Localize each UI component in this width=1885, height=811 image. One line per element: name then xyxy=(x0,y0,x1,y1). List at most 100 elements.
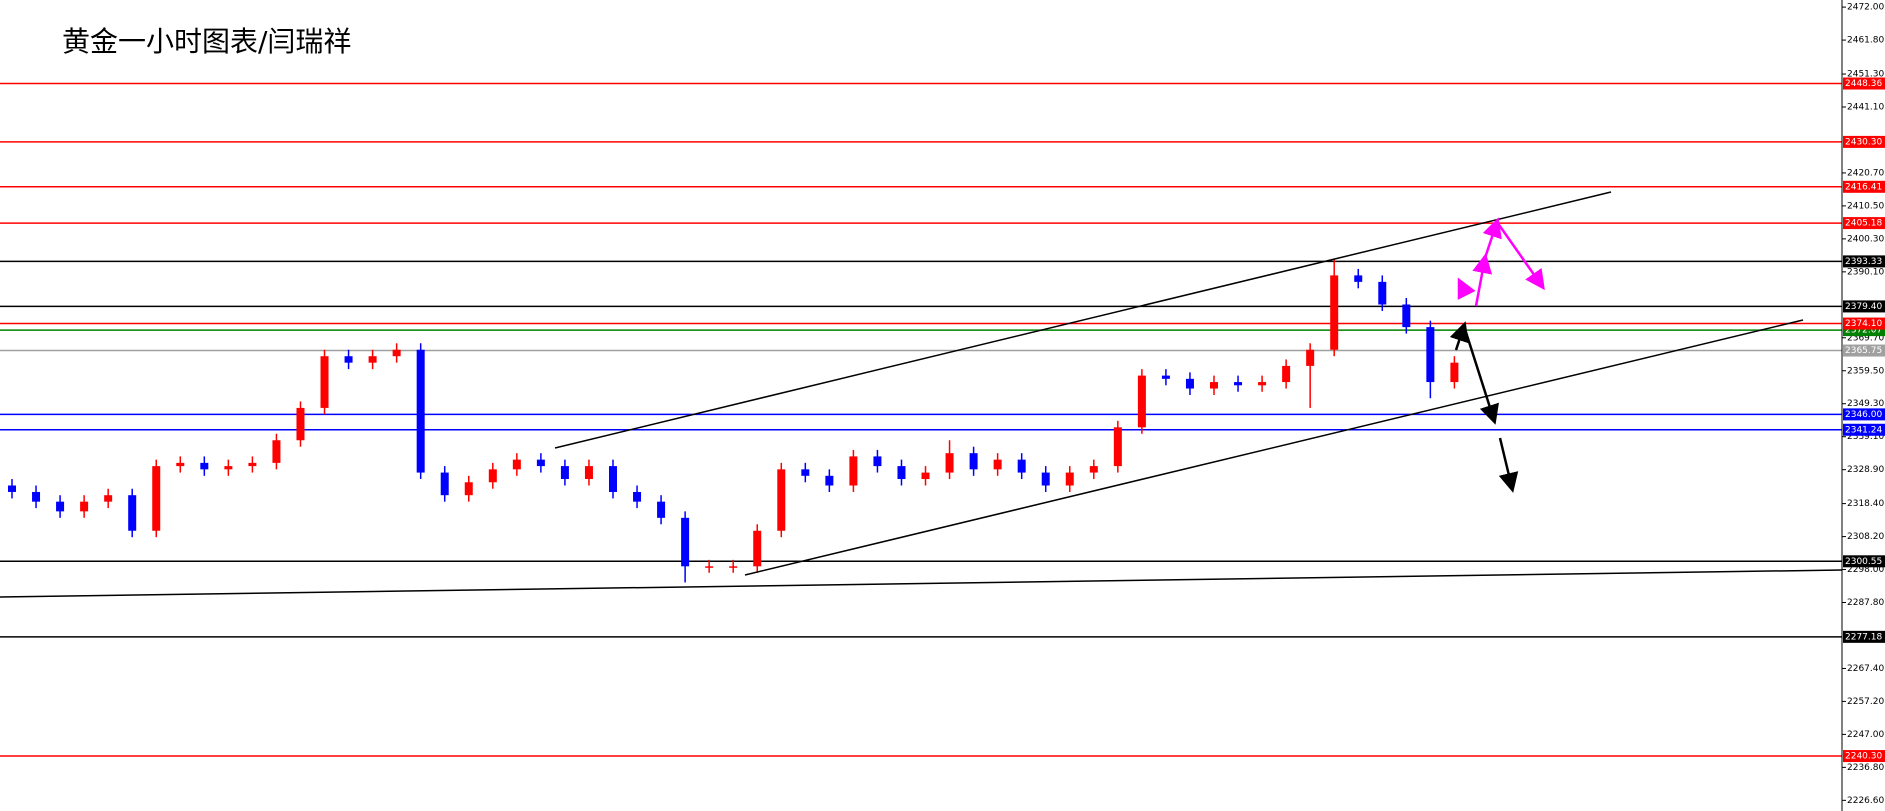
level-label-bg xyxy=(1843,630,1885,643)
candle-body xyxy=(272,440,281,463)
candle-body xyxy=(536,459,545,467)
candle-body xyxy=(368,356,377,363)
candle-body xyxy=(560,466,569,480)
plot xyxy=(0,82,1842,757)
y-tick-label: 2349.30 xyxy=(1847,399,1884,409)
candle-body xyxy=(152,466,161,531)
y-tick-label: 2369.70 xyxy=(1847,333,1884,343)
level-label: 2365.75 xyxy=(1845,346,1882,356)
candle-body xyxy=(1041,472,1050,486)
y-tick-label: 2410.50 xyxy=(1847,201,1884,211)
y-tick-label: 2441.10 xyxy=(1847,102,1884,112)
level-label: 2448.36 xyxy=(1845,79,1882,89)
candle-body xyxy=(344,356,353,363)
level-label: 2300.55 xyxy=(1845,557,1882,567)
candle-body xyxy=(825,475,834,486)
candle-body xyxy=(584,466,593,480)
candle-body xyxy=(801,469,810,476)
candle-body xyxy=(416,349,425,473)
level-label-bg xyxy=(1843,750,1885,763)
candle-body xyxy=(1065,472,1074,486)
candle-body xyxy=(633,491,642,502)
y-tick-label: 2287.80 xyxy=(1847,598,1884,608)
arrow-up xyxy=(1449,321,1469,351)
level-label-bg xyxy=(1843,423,1885,436)
candle-body xyxy=(296,407,305,441)
y-tick-label: 2451.30 xyxy=(1847,70,1884,80)
candle-body xyxy=(993,459,1002,470)
arrow-down xyxy=(1498,437,1519,493)
candle-body xyxy=(1306,349,1315,366)
candle-body xyxy=(945,453,954,473)
candle-body xyxy=(657,501,666,518)
candle-body xyxy=(224,466,233,470)
level-label: 2416.41 xyxy=(1845,182,1882,192)
candle-body xyxy=(392,349,401,357)
support-line xyxy=(0,569,1843,598)
candle-body xyxy=(248,462,257,467)
y-tick-label: 2390.10 xyxy=(1847,267,1884,277)
candle-body xyxy=(609,466,617,492)
candle-body xyxy=(873,456,882,467)
candle-body xyxy=(777,469,786,531)
level-label: 2240.30 xyxy=(1845,752,1882,762)
level-label: 2405.18 xyxy=(1845,219,1882,229)
y-tick-label: 2298.00 xyxy=(1847,565,1884,575)
y-tick-label: 2236.80 xyxy=(1847,763,1884,773)
y-tick-label: 2328.90 xyxy=(1847,465,1884,475)
level-label: 2393.33 xyxy=(1845,257,1882,267)
candle-body xyxy=(753,530,762,567)
candle-body xyxy=(1402,304,1411,328)
level-label-bg xyxy=(1843,408,1885,421)
candle-body xyxy=(8,485,16,492)
level-label-bg xyxy=(1843,555,1885,568)
y-tick-label: 2420.70 xyxy=(1847,168,1884,178)
y-tick-label: 2359.50 xyxy=(1847,366,1884,376)
candle-body xyxy=(104,495,113,502)
candle-body xyxy=(1258,382,1267,386)
level-label-bg xyxy=(1843,217,1885,230)
chart-title: 黄金一小时图表/闫瑞祥 xyxy=(62,25,351,58)
level-label-bg xyxy=(1843,344,1885,357)
candle-body xyxy=(320,356,329,408)
y-tick-label: 2339.10 xyxy=(1847,432,1884,442)
level-label: 2379.40 xyxy=(1845,302,1882,312)
candle-body xyxy=(1234,382,1243,386)
candle-body xyxy=(1185,378,1194,389)
arrow-up xyxy=(1472,253,1493,307)
level-label: 2277.18 xyxy=(1845,632,1882,642)
arrow-down xyxy=(1495,221,1545,291)
arrow-up xyxy=(1482,217,1502,259)
level-label: 2374.10 xyxy=(1845,319,1882,329)
candle-body xyxy=(1017,459,1026,473)
candle-body xyxy=(1282,365,1291,383)
candle-body xyxy=(1137,375,1146,428)
candle-body xyxy=(176,462,185,467)
candle-body xyxy=(56,501,65,512)
level-label-bg xyxy=(1843,77,1885,90)
candle-body xyxy=(464,482,473,496)
candle-body xyxy=(729,566,738,568)
channel-lower xyxy=(744,319,1804,576)
candle-body xyxy=(512,459,521,470)
y-tick-label: 2318.40 xyxy=(1847,499,1884,509)
level-label: 2372.07 xyxy=(1845,326,1882,336)
level-label-bg xyxy=(1843,135,1885,148)
candle-body xyxy=(1089,466,1098,473)
candle-body xyxy=(1161,375,1170,379)
candle-body xyxy=(681,517,690,567)
candle-body xyxy=(440,472,449,496)
level-label: 2341.24 xyxy=(1845,425,1882,435)
level-label-bg xyxy=(1843,255,1885,268)
candle-body xyxy=(488,469,497,483)
candle-body xyxy=(1354,275,1363,282)
y-tick-label: 2247.00 xyxy=(1847,730,1884,740)
level-label-bg xyxy=(1843,180,1885,193)
y-tick-label: 2472.00 xyxy=(1847,3,1884,13)
candle-body xyxy=(200,462,209,470)
candle-body xyxy=(1426,327,1435,383)
candle-body xyxy=(1210,382,1218,389)
y-tick-label: 2461.80 xyxy=(1847,36,1884,46)
